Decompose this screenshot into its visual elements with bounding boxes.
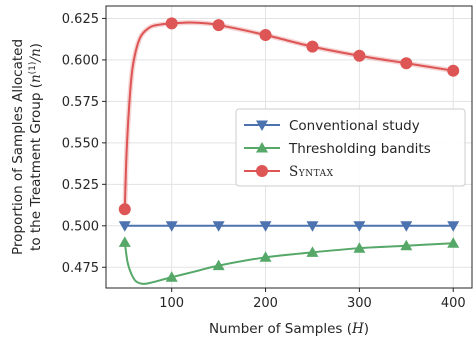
- data-point-syntax: [212, 19, 225, 32]
- series-markers: [118, 17, 460, 282]
- data-point-conventional-study: [306, 221, 319, 232]
- legend-marker-thresholding-bandits: [256, 142, 268, 153]
- data-point-conventional-study: [400, 221, 413, 232]
- y-tick-label: 0.525: [62, 178, 99, 193]
- x-axis-ticks: 100 200 300 400: [159, 288, 466, 311]
- legend-label-syntax: Syntax: [289, 164, 334, 180]
- legend-marker-syntax: [256, 165, 268, 177]
- data-point-thresholding-bandits: [353, 242, 366, 253]
- data-point-conventional-study: [212, 221, 225, 232]
- data-point-syntax: [118, 203, 131, 216]
- data-point-thresholding-bandits: [400, 239, 413, 251]
- x-tick-label: 100: [159, 296, 184, 311]
- y-tick-label: 0.600: [62, 53, 99, 68]
- y-tick-label: 0.625: [62, 12, 99, 27]
- data-point-conventional-study: [353, 221, 366, 232]
- y-axis-ticks: 0.475 0.500 0.525 0.550 0.575 0.600 0.625: [62, 12, 106, 276]
- y-tick-label: 0.475: [62, 261, 99, 276]
- y-axis-label-line2: to the Treatment Group (n(1)/n): [28, 43, 44, 251]
- plot-frame: [105, 5, 473, 289]
- data-point-conventional-study: [259, 221, 272, 232]
- data-point-thresholding-bandits: [447, 237, 460, 248]
- data-point-syntax: [447, 64, 460, 77]
- y-tick-label: 0.550: [62, 136, 99, 151]
- legend-label-thresholding-bandits: Thresholding bandits: [288, 141, 431, 157]
- y-tick-label: 0.500: [62, 219, 99, 234]
- data-point-syntax: [353, 49, 366, 62]
- data-point-syntax: [259, 29, 272, 42]
- legend-label-conventional-study: Conventional study: [289, 118, 420, 134]
- x-tick-label: 300: [347, 296, 372, 311]
- legend-box: [235, 108, 466, 187]
- legend-marker-conventional-study: [256, 120, 268, 131]
- data-point-syntax: [306, 40, 319, 53]
- data-point-conventional-study: [118, 221, 131, 232]
- data-point-thresholding-bandits: [259, 251, 272, 262]
- data-point-thresholding-bandits: [212, 259, 225, 271]
- legend: Conventional study Thresholding bandits Sy…: [235, 108, 466, 187]
- x-tick-label: 400: [441, 296, 466, 311]
- y-tick-label: 0.575: [62, 95, 99, 110]
- data-point-syntax: [165, 17, 178, 30]
- data-point-thresholding-bandits: [306, 246, 319, 257]
- data-point-conventional-study: [165, 221, 178, 232]
- data-point-conventional-study: [447, 221, 460, 232]
- data-point-thresholding-bandits: [165, 271, 178, 282]
- y-axis-label-line1: Proportion of Samples Allocated: [10, 39, 26, 255]
- x-axis-label: Number of Samples (H): [209, 321, 369, 337]
- data-point-syntax: [400, 57, 413, 70]
- data-point-thresholding-bandits: [118, 236, 131, 247]
- x-tick-label: 200: [253, 296, 278, 311]
